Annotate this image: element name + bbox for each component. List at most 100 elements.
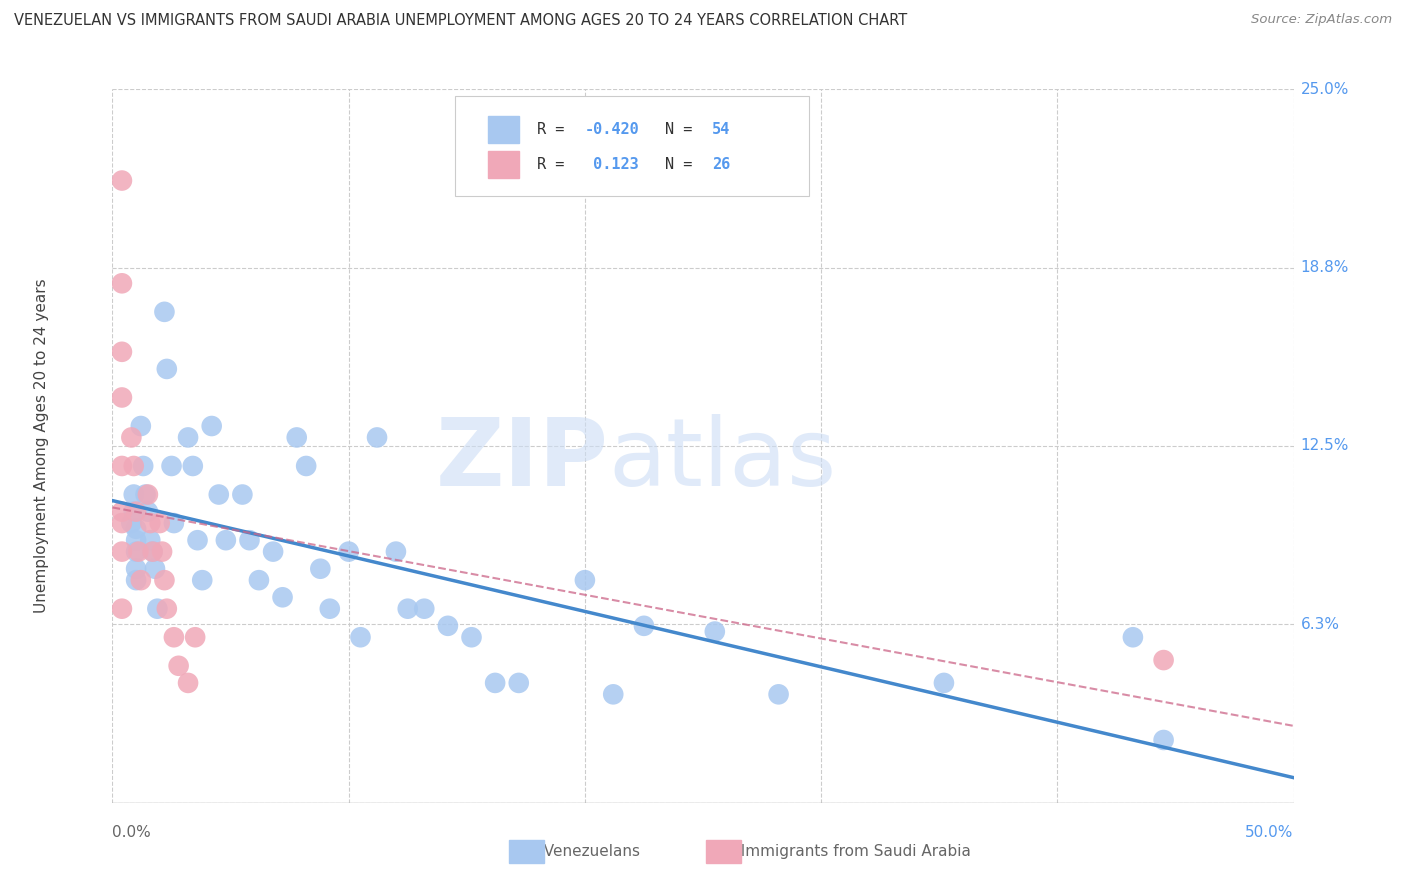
Point <box>349 630 371 644</box>
Text: -0.420: -0.420 <box>585 121 640 136</box>
Text: 50.0%: 50.0% <box>1246 825 1294 840</box>
Point <box>295 458 318 473</box>
Point <box>150 544 173 558</box>
Point <box>177 676 200 690</box>
Point <box>111 458 134 473</box>
Text: Source: ZipAtlas.com: Source: ZipAtlas.com <box>1251 13 1392 27</box>
Point <box>460 630 482 644</box>
Point <box>156 601 179 615</box>
Point <box>122 505 145 519</box>
Text: 0.0%: 0.0% <box>112 825 152 840</box>
Point <box>125 544 148 558</box>
Text: Immigrants from Saudi Arabia: Immigrants from Saudi Arabia <box>731 845 972 859</box>
Point <box>120 430 142 444</box>
Text: 18.8%: 18.8% <box>1301 260 1348 275</box>
FancyBboxPatch shape <box>456 96 810 196</box>
Point <box>125 573 148 587</box>
Point <box>125 505 148 519</box>
Point <box>484 676 506 690</box>
Text: VENEZUELAN VS IMMIGRANTS FROM SAUDI ARABIA UNEMPLOYMENT AMONG AGES 20 TO 24 YEAR: VENEZUELAN VS IMMIGRANTS FROM SAUDI ARAB… <box>14 13 907 29</box>
Text: 0.123: 0.123 <box>585 157 640 172</box>
Text: Unemployment Among Ages 20 to 24 years: Unemployment Among Ages 20 to 24 years <box>34 278 49 614</box>
Point <box>271 591 294 605</box>
Point <box>247 573 270 587</box>
Point <box>127 544 149 558</box>
Point <box>184 630 207 644</box>
Point <box>262 544 284 558</box>
Text: 25.0%: 25.0% <box>1301 82 1348 96</box>
Point <box>508 676 530 690</box>
Text: R =: R = <box>537 121 574 136</box>
Text: 54: 54 <box>711 121 730 136</box>
Point <box>163 630 186 644</box>
Bar <box>488 152 519 178</box>
Point <box>574 573 596 587</box>
Point <box>201 419 224 434</box>
Point <box>163 516 186 530</box>
Point <box>932 676 955 690</box>
Point <box>129 573 152 587</box>
Point <box>153 305 176 319</box>
Point <box>139 516 162 530</box>
Text: 6.3%: 6.3% <box>1301 617 1340 632</box>
Point <box>167 658 190 673</box>
Point <box>125 562 148 576</box>
Point <box>1153 653 1175 667</box>
Point <box>319 601 342 615</box>
Point <box>768 687 790 701</box>
Bar <box>488 116 519 143</box>
Point <box>111 516 134 530</box>
Point <box>143 562 166 576</box>
Point <box>703 624 725 639</box>
Point <box>111 544 134 558</box>
Point <box>160 458 183 473</box>
Text: Venezuelans: Venezuelans <box>534 845 640 859</box>
Point <box>215 533 238 548</box>
Point <box>366 430 388 444</box>
Point <box>186 533 208 548</box>
Point <box>309 562 332 576</box>
Point <box>142 544 165 558</box>
Point <box>142 544 165 558</box>
Point <box>1122 630 1144 644</box>
Point <box>1153 733 1175 747</box>
Point <box>139 533 162 548</box>
Point <box>135 487 157 501</box>
Point <box>208 487 231 501</box>
Text: 12.5%: 12.5% <box>1301 439 1348 453</box>
Point <box>125 522 148 536</box>
Point <box>191 573 214 587</box>
Point <box>120 516 142 530</box>
Point <box>181 458 204 473</box>
Point <box>285 430 308 444</box>
Point <box>122 487 145 501</box>
Point <box>602 687 624 701</box>
Text: R =: R = <box>537 157 574 172</box>
Point <box>153 573 176 587</box>
Point <box>238 533 260 548</box>
Point <box>125 533 148 548</box>
Point <box>156 362 179 376</box>
Point <box>111 601 134 615</box>
Point <box>111 505 134 519</box>
Point <box>231 487 253 501</box>
Point <box>111 391 134 405</box>
Point <box>437 619 460 633</box>
Point <box>385 544 408 558</box>
Point <box>177 430 200 444</box>
Point <box>111 277 134 291</box>
Point <box>633 619 655 633</box>
Point <box>122 458 145 473</box>
Point <box>111 344 134 359</box>
Text: N =: N = <box>665 157 702 172</box>
Point <box>149 516 172 530</box>
Point <box>337 544 360 558</box>
Point <box>136 505 159 519</box>
Point <box>132 458 155 473</box>
Text: 26: 26 <box>711 157 730 172</box>
Point <box>396 601 419 615</box>
Point <box>146 601 169 615</box>
Point <box>413 601 436 615</box>
Point <box>129 419 152 434</box>
Point <box>111 173 134 187</box>
